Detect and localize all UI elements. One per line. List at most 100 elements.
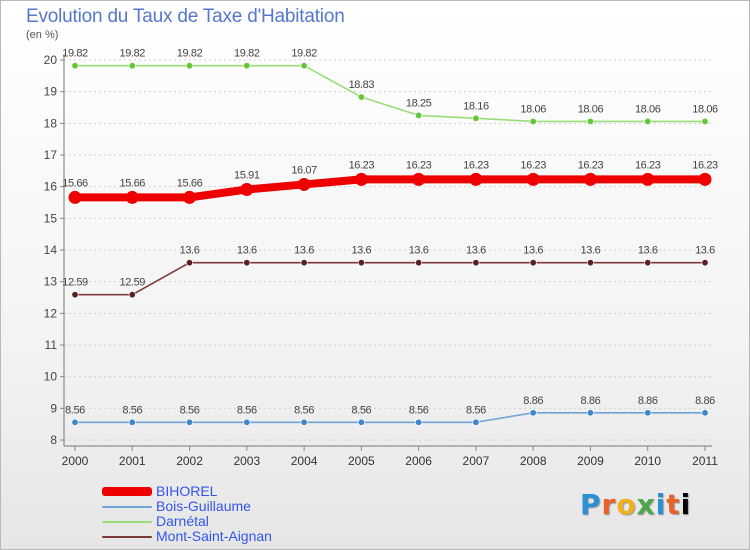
data-point	[128, 62, 136, 70]
legend-swatch	[102, 487, 152, 496]
data-label: 15.91	[234, 170, 260, 182]
data-label: 19.82	[177, 48, 203, 60]
data-point	[128, 418, 136, 426]
data-label: 16.23	[406, 159, 432, 171]
x-tick-label: 2002	[176, 454, 203, 468]
series-line	[75, 411, 705, 424]
data-label: 18.06	[578, 103, 604, 115]
y-tick-label: 20	[44, 53, 58, 67]
data-point	[472, 114, 480, 122]
data-label: 18.06	[692, 103, 718, 115]
y-tick-label: 12	[44, 306, 58, 320]
data-label: 8.86	[581, 395, 601, 407]
y-tick-label: 16	[44, 180, 58, 194]
data-label: 8.56	[351, 404, 371, 416]
y-tick-label: 18	[44, 116, 58, 130]
data-point	[415, 111, 423, 119]
legend-label: BIHOREL	[156, 483, 218, 499]
data-point	[644, 409, 652, 417]
data-point	[128, 291, 136, 299]
x-tick-label: 2010	[634, 454, 661, 468]
chart-subtitle: (en %)	[26, 29, 59, 41]
data-label: 13.6	[695, 245, 715, 257]
data-label: 12.59	[120, 277, 146, 289]
data-label: 13.6	[523, 245, 543, 257]
legend-label: Bois-Guillaume	[156, 498, 251, 514]
data-point	[529, 117, 537, 125]
data-label: 13.6	[294, 245, 314, 257]
data-label: 8.56	[466, 404, 486, 416]
data-point	[644, 117, 652, 125]
data-label: 8.56	[294, 404, 314, 416]
data-label: 13.6	[180, 245, 200, 257]
data-point	[357, 418, 365, 426]
legend-swatch	[102, 536, 152, 538]
x-tick-label: 2009	[577, 454, 604, 468]
data-point	[183, 190, 197, 204]
data-label: 8.56	[409, 404, 429, 416]
y-tick-label: 11	[45, 338, 58, 352]
data-label: 16.23	[520, 159, 546, 171]
data-label: 19.82	[291, 48, 317, 60]
data-point	[186, 259, 194, 267]
data-point	[240, 183, 254, 197]
y-tick-label: 13	[44, 275, 58, 289]
series-line	[75, 64, 705, 123]
y-tick-label: 17	[44, 148, 58, 162]
data-point	[354, 172, 368, 186]
data-point	[243, 418, 251, 426]
data-point	[186, 418, 194, 426]
data-label: 8.86	[523, 395, 543, 407]
data-point	[415, 259, 423, 267]
data-point	[300, 62, 308, 70]
data-label: 13.6	[351, 245, 371, 257]
data-label: 16.23	[349, 159, 375, 171]
data-point	[71, 418, 79, 426]
data-label: 18.06	[520, 103, 546, 115]
data-label: 8.56	[237, 404, 257, 416]
data-point	[529, 259, 537, 267]
data-point	[472, 259, 480, 267]
data-label: 19.82	[62, 48, 88, 60]
data-label: 18.83	[349, 79, 375, 91]
data-label: 19.82	[234, 48, 260, 60]
series-line	[75, 261, 705, 296]
data-label: 8.86	[638, 395, 658, 407]
data-point	[300, 418, 308, 426]
data-point	[297, 177, 311, 191]
proxiti-logo: Proxiti	[580, 488, 692, 521]
data-label: 13.6	[466, 245, 486, 257]
data-point	[701, 117, 709, 125]
x-tick-label: 2001	[119, 454, 146, 468]
y-tick-label: 8	[50, 433, 57, 447]
legend-label: Mont-Saint-Aignan	[156, 528, 272, 544]
series-line	[75, 175, 705, 202]
legend-label: Darnétal	[156, 513, 209, 529]
data-label: 16.23	[692, 159, 718, 171]
data-label: 12.59	[62, 277, 88, 289]
data-label: 18.25	[406, 97, 432, 109]
data-point	[357, 259, 365, 267]
data-point	[526, 172, 540, 186]
data-point	[586, 259, 594, 267]
x-tick-label: 2006	[405, 454, 432, 468]
data-point	[68, 190, 82, 204]
data-point	[71, 291, 79, 299]
chart-title: Evolution du Taux de Taxe d'Habitation	[26, 6, 345, 27]
x-tick-label: 2005	[348, 454, 375, 468]
data-label: 15.66	[120, 177, 146, 189]
legend-swatch	[102, 506, 152, 508]
x-tick-label: 2008	[520, 454, 547, 468]
data-point	[186, 62, 194, 70]
data-point	[412, 172, 426, 186]
data-label: 18.16	[463, 100, 489, 112]
data-point	[641, 172, 655, 186]
data-point	[644, 259, 652, 267]
data-point	[586, 117, 594, 125]
data-label: 8.56	[65, 404, 85, 416]
data-point	[415, 418, 423, 426]
data-point	[583, 172, 597, 186]
data-point	[701, 409, 709, 417]
data-label: 8.86	[695, 395, 715, 407]
data-label: 8.56	[180, 404, 200, 416]
